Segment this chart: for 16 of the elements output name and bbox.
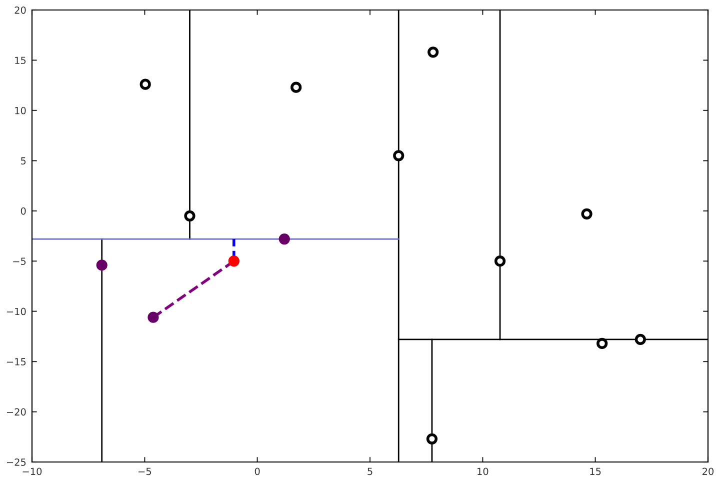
x-tick-label: 20 bbox=[702, 468, 714, 476]
y-tick-label: −15 bbox=[6, 358, 26, 366]
x-tick-label: 5 bbox=[368, 468, 372, 476]
y-tick-label: 10 bbox=[15, 106, 26, 114]
y-tick-label: 0 bbox=[20, 207, 26, 215]
y-tick-label: 15 bbox=[15, 56, 26, 64]
y-tick-label: −20 bbox=[6, 408, 26, 416]
x-tick-label: 10 bbox=[478, 468, 488, 476]
x-tick-label: 15 bbox=[590, 468, 601, 476]
x-tick-label: 0 bbox=[254, 468, 260, 476]
y-tick-label: 20 bbox=[14, 6, 26, 14]
x-tick-label: −5 bbox=[138, 468, 151, 476]
y-tick-label: 5 bbox=[21, 157, 26, 164]
y-tick-label: −5 bbox=[13, 258, 26, 265]
y-tick-label: −25 bbox=[6, 458, 26, 466]
y-tick-label: −10 bbox=[6, 308, 26, 316]
